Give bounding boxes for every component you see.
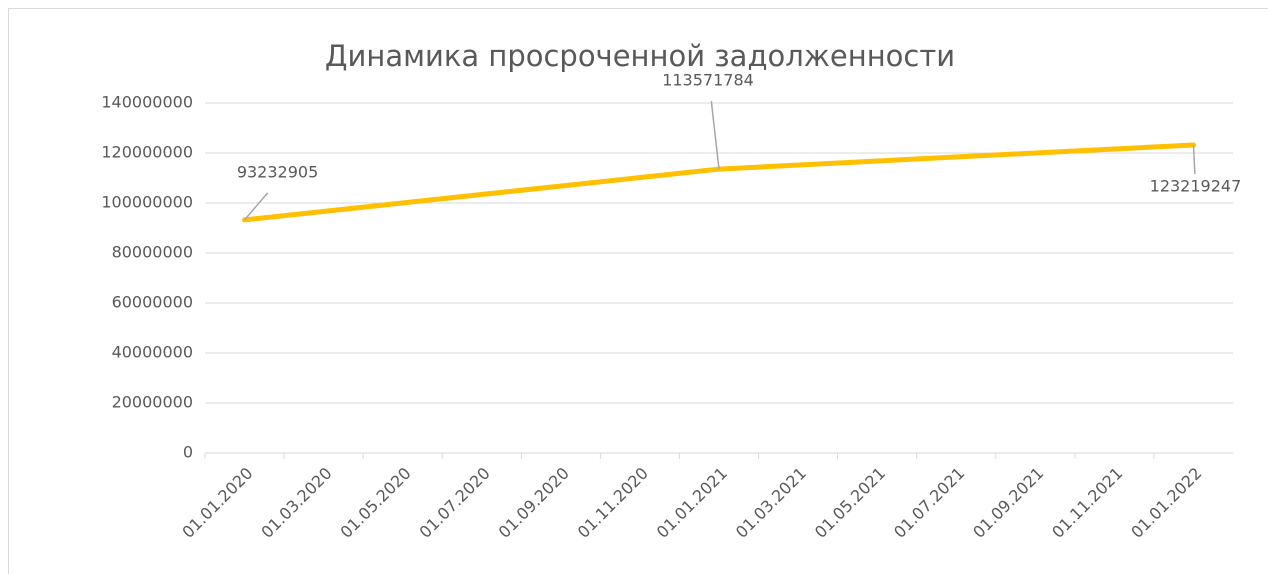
leader-line <box>243 192 269 221</box>
y-tick-label: 120000000 <box>101 143 193 162</box>
y-tick-label: 0 <box>183 443 193 462</box>
y-tick-label: 100000000 <box>101 193 193 212</box>
y-tick-label: 60000000 <box>112 293 193 312</box>
chart-title: Динамика просроченной задолженности <box>325 39 955 73</box>
y-tick-label: 140000000 <box>101 93 193 112</box>
data-label: 123219247 <box>1150 176 1242 195</box>
data-label: 113571784 <box>662 71 754 90</box>
leader-line <box>710 100 720 170</box>
leader-line <box>1192 144 1196 174</box>
y-tick-label: 80000000 <box>112 243 193 262</box>
y-tick-label: 20000000 <box>112 393 193 412</box>
data-label: 93232905 <box>237 162 318 181</box>
y-tick-label: 40000000 <box>112 343 193 362</box>
